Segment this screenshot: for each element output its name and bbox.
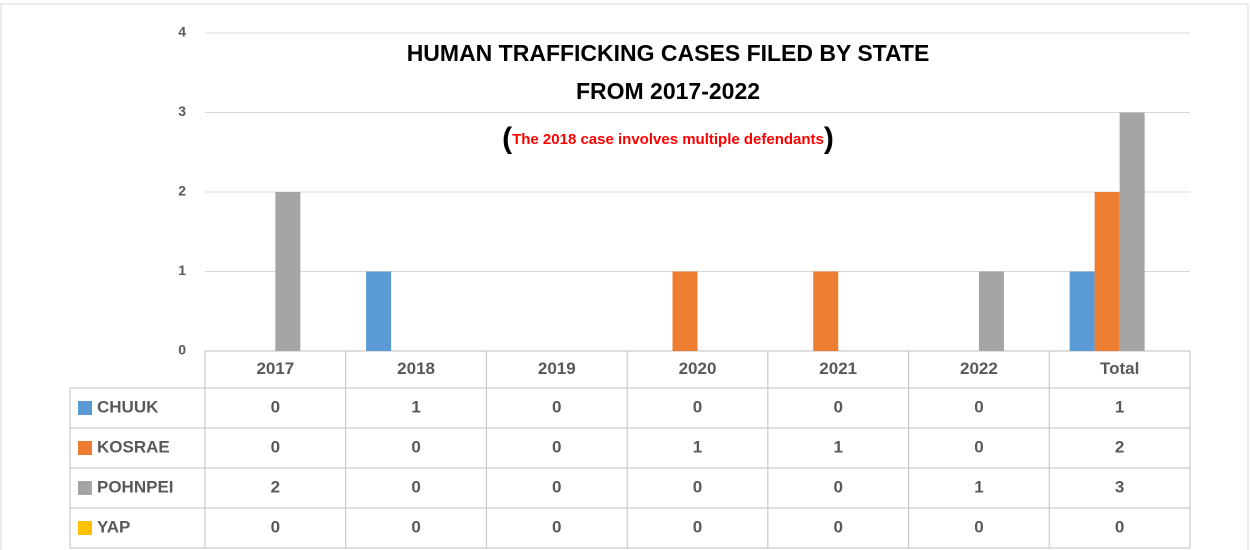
table-cell: 2 (1115, 437, 1124, 456)
table-cell: 1 (693, 437, 702, 456)
table-cell: 2 (271, 477, 280, 496)
table-cell: 0 (833, 477, 842, 496)
x-tick-label: 2020 (679, 359, 717, 378)
chart-title: HUMAN TRAFFICKING CASES FILED BY STATE (407, 40, 930, 66)
legend-swatch (78, 401, 92, 415)
table-cell: 0 (833, 517, 842, 536)
table-cell: 0 (693, 477, 702, 496)
y-tick-label: 0 (178, 342, 186, 358)
table-cell: 0 (411, 517, 420, 536)
chart-title: FROM 2017-2022 (576, 78, 760, 104)
table-cell: 0 (833, 397, 842, 416)
table-cell: 0 (411, 437, 420, 456)
legend-label: YAP (97, 517, 130, 536)
chart-frame (0, 3, 1249, 550)
table-cell: 0 (552, 437, 561, 456)
legend-swatch (78, 521, 92, 535)
y-tick-label: 1 (178, 262, 186, 278)
table-cell: 0 (974, 517, 983, 536)
table-cell: 0 (271, 517, 280, 536)
bar (978, 271, 1004, 351)
bar (366, 271, 392, 351)
table-cell: 0 (974, 397, 983, 416)
table-cell: 3 (1115, 477, 1124, 496)
bar (275, 192, 301, 351)
legend-swatch (78, 441, 92, 455)
table-cell: 0 (552, 477, 561, 496)
legend-label: POHNPEI (97, 477, 174, 496)
table-cell: 0 (552, 517, 561, 536)
bar (1069, 271, 1095, 351)
bar (672, 271, 698, 351)
table-cell: 0 (1115, 517, 1124, 536)
x-tick-label: Total (1100, 359, 1139, 378)
table-cell: 1 (974, 477, 983, 496)
x-tick-label: 2021 (819, 359, 857, 378)
bar (1094, 192, 1120, 351)
legend-label: KOSRAE (97, 437, 170, 456)
y-tick-label: 4 (178, 24, 186, 40)
table-cell: 1 (1115, 397, 1124, 416)
x-tick-label: 2019 (538, 359, 576, 378)
table-cell: 1 (833, 437, 842, 456)
table-cell: 0 (974, 437, 983, 456)
y-tick-label: 3 (178, 103, 186, 119)
bar (813, 271, 839, 351)
legend-label: CHUUK (97, 397, 159, 416)
table-cell: 0 (411, 477, 420, 496)
table-cell: 0 (693, 397, 702, 416)
bar (1119, 112, 1145, 351)
x-tick-label: 2018 (397, 359, 435, 378)
x-tick-label: 2017 (256, 359, 294, 378)
table-cell: 1 (411, 397, 420, 416)
table-cell: 0 (552, 397, 561, 416)
legend-swatch (78, 481, 92, 495)
table-cell: 0 (693, 517, 702, 536)
table-cell: 0 (271, 397, 280, 416)
y-tick-label: 2 (178, 183, 186, 199)
x-tick-label: 2022 (960, 359, 998, 378)
table-cell: 0 (271, 437, 280, 456)
chart-subtitle: (The 2018 case involves multiple defenda… (502, 122, 834, 155)
